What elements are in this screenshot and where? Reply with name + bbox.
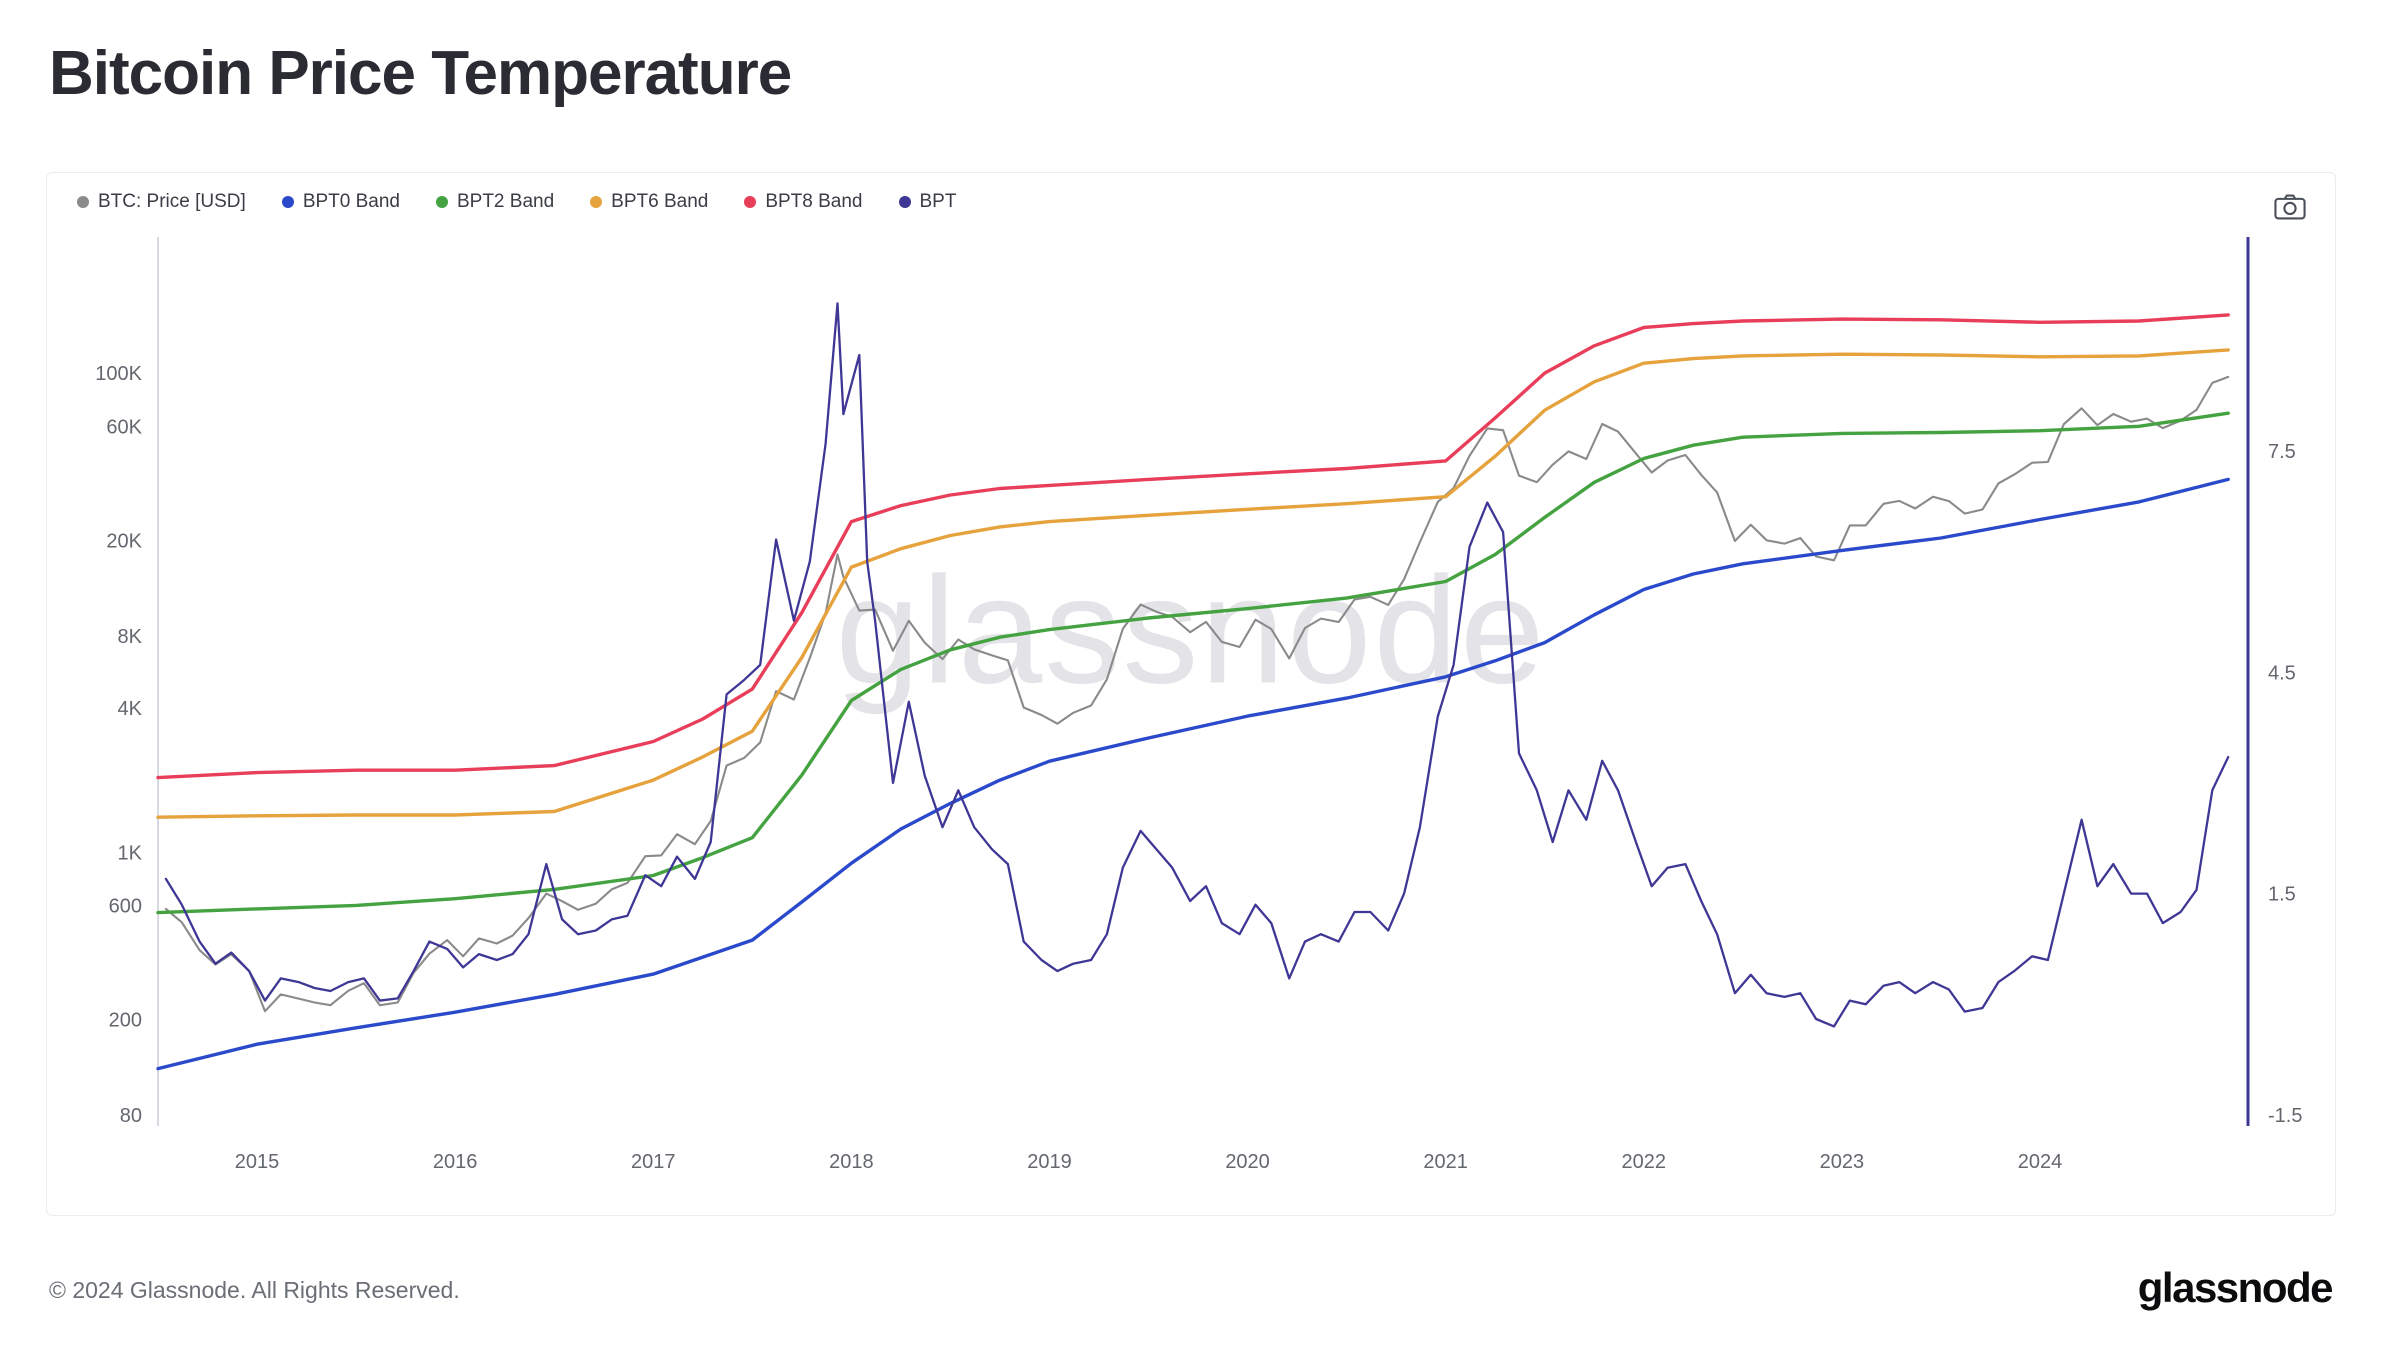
legend-item-bpt2-band[interactable]: BPT2 Band	[435, 191, 555, 213]
right-axis-tick-label: 1.5	[2268, 884, 2296, 906]
legend-label: BPT2 Band	[456, 191, 555, 212]
series-bpt2-band[interactable]	[156, 411, 2230, 915]
x-axis-tick-label: 2019	[1027, 1151, 1072, 1173]
copyright-text: © 2024 Glassnode. All Rights Reserved.	[49, 1277, 460, 1303]
left-axis-tick-label: 1K	[118, 842, 143, 864]
left-axis-tick-label: 60K	[106, 416, 142, 438]
legend-dot-bpt	[898, 196, 911, 208]
x-axis-tick-label: 2020	[1225, 1151, 1270, 1173]
legend-item-bpt6-band[interactable]: BPT6 Band	[590, 191, 708, 213]
series-btc-price-usd-[interactable]	[164, 375, 2230, 1013]
x-axis-tick-label: 2016	[433, 1151, 478, 1173]
legend-item-bpt8-band[interactable]: BPT8 Band	[744, 191, 863, 213]
left-axis-tick-label: 20K	[106, 531, 142, 553]
x-axis-tick-label: 2022	[1622, 1151, 1667, 1173]
x-axis-tick-label: 2017	[631, 1151, 676, 1173]
left-axis-tick-label: 100K	[95, 363, 142, 385]
page-title: Bitcoin Price Temperature	[49, 39, 792, 108]
chart-legend: BTC: Price [USD] BPT0 Band BPT2 Band BPT…	[47, 173, 2335, 213]
x-axis-tick-label: 2023	[1820, 1151, 1865, 1173]
legend-dot-btc-price	[77, 196, 89, 208]
legend-label: BPT8 Band	[765, 191, 863, 212]
legend-dot-bpt2-band	[435, 196, 448, 208]
legend-label: BPT0 Band	[302, 191, 400, 212]
left-axis-tick-label: 80	[120, 1105, 142, 1127]
right-axis-tick-label: 4.5	[2268, 662, 2296, 684]
legend-label: BPT	[919, 191, 957, 212]
series-bpt6-band[interactable]	[156, 348, 2230, 819]
legend-label: BPT6 Band	[611, 191, 709, 212]
camera-icon	[2273, 194, 2307, 224]
series-bpt8-band[interactable]	[156, 313, 2230, 780]
legend-item-bpt0-band[interactable]: BPT0 Band	[281, 191, 400, 213]
series-bpt0-band[interactable]	[156, 477, 2230, 1071]
x-axis-tick-label: 2015	[235, 1151, 279, 1173]
x-axis-tick-label: 2021	[1423, 1151, 1468, 1173]
right-axis-tick-label: 7.5	[2268, 441, 2296, 463]
legend-label: BTC: Price [USD]	[98, 191, 246, 212]
legend-dot-bpt0-band	[281, 196, 294, 208]
left-axis-tick-label: 200	[109, 1010, 142, 1032]
chart-card: BTC: Price [USD] BPT0 Band BPT2 Band BPT…	[46, 172, 2336, 1216]
series-bpt[interactable]	[164, 302, 2230, 1028]
camera-export-button[interactable]	[2269, 189, 2311, 228]
legend-dot-bpt6-band	[590, 196, 603, 208]
price-chart[interactable]: 100K 60K 20K 8K 4K 1K 600 200 80 7.5 4.5 1.5 -1.5 201…	[47, 173, 2335, 1215]
x-axis-tick-label: 2024	[2018, 1151, 2063, 1173]
legend-item-bpt[interactable]: BPT	[898, 191, 957, 213]
x-axis-tick-label: 2018	[829, 1151, 874, 1173]
left-axis-tick-label: 600	[109, 895, 142, 917]
legend-dot-bpt8-band	[744, 196, 757, 208]
left-axis-tick-label: 8K	[118, 626, 143, 648]
legend-item-btc-price[interactable]: BTC: Price [USD]	[77, 191, 246, 213]
glassnode-logo: glassnode	[2137, 1264, 2334, 1311]
right-axis-tick-label: -1.5	[2268, 1105, 2302, 1127]
left-axis-tick-label: 4K	[118, 698, 143, 720]
